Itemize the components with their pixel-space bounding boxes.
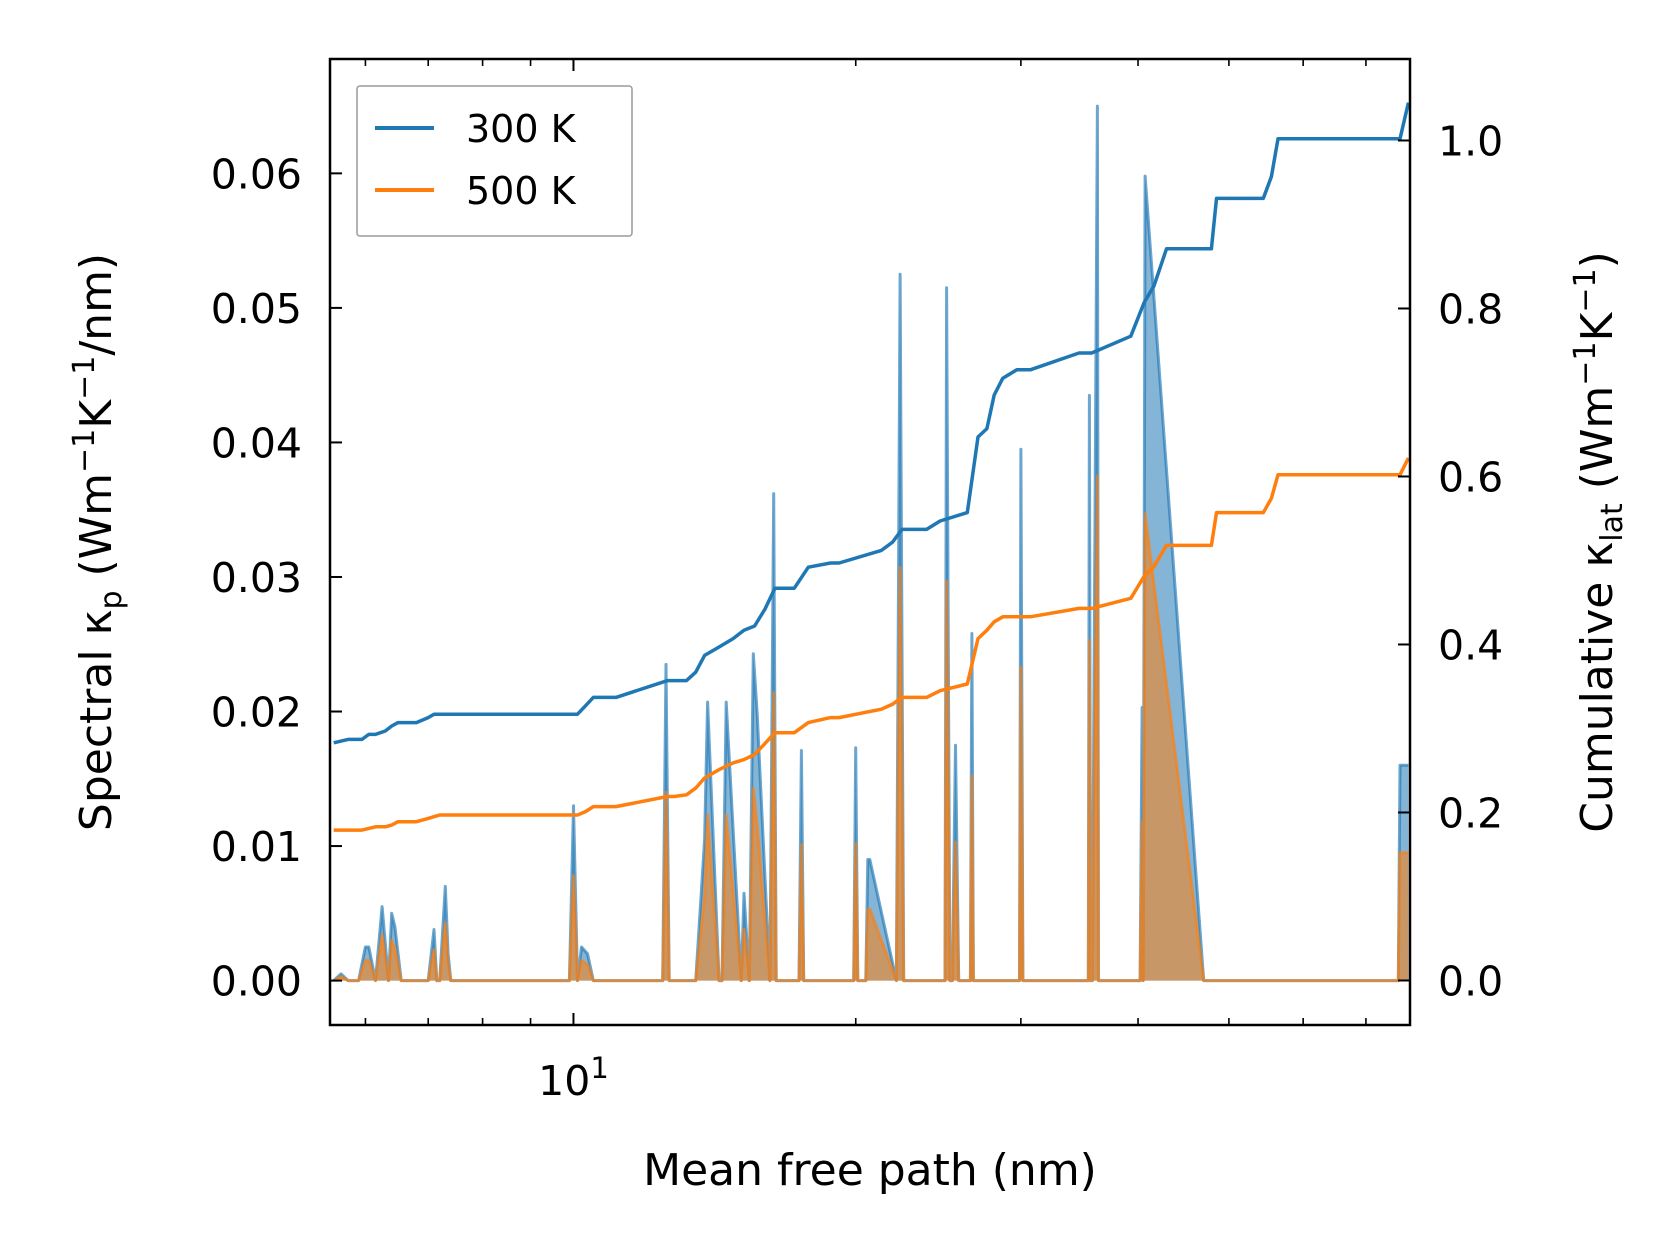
legend-label-500k: 500 K (466, 169, 577, 213)
right-tick-label: 0.4 (1438, 621, 1503, 669)
ticks-layer: 0.00 0.01 0.02 0.03 0.04 0.05 0.06 0.0 0.2 0.4 0.6… (211, 59, 1503, 1105)
right-tick-label: 0.8 (1438, 285, 1503, 333)
right-tick-label: 0.0 (1438, 957, 1503, 1005)
cumulative-line-300k (333, 102, 1411, 745)
cumulative-layer (333, 102, 1411, 832)
legend-box (356, 85, 633, 237)
legend-label-300k: 300 K (466, 107, 577, 151)
cumulative-line-500k (333, 457, 1410, 832)
right-tick-label: 0.2 (1438, 789, 1503, 837)
right-axis-title: Cumulative κlat (Wm−1K−1) (1568, 251, 1630, 833)
spectral-line-500k (332, 474, 1409, 983)
spectral-layer (332, 104, 1409, 983)
left-axis-title: Spectral κp (Wm−1K−1/nm) (67, 253, 129, 831)
left-tick-label: 0.01 (211, 823, 302, 871)
left-tick-label: 0.04 (211, 419, 302, 467)
spectral-area-300k (333, 106, 1409, 981)
right-tick-label: 0.6 (1438, 453, 1503, 501)
spectral-line-300k (332, 104, 1409, 983)
legend: 300 K 500 K (356, 85, 633, 237)
left-tick-label: 0.00 (211, 958, 302, 1006)
left-tick-label: 0.05 (211, 285, 302, 333)
left-tick-label: 0.03 (211, 554, 302, 602)
x-axis-title: Mean free path (nm) (643, 1145, 1097, 1196)
plot-frame (328, 57, 1412, 1027)
x-tick-label: 101 (538, 1051, 609, 1105)
right-tick-label: 1.0 (1438, 117, 1503, 165)
left-tick-label: 0.02 (211, 689, 302, 737)
left-tick-label: 0.06 (211, 150, 302, 198)
